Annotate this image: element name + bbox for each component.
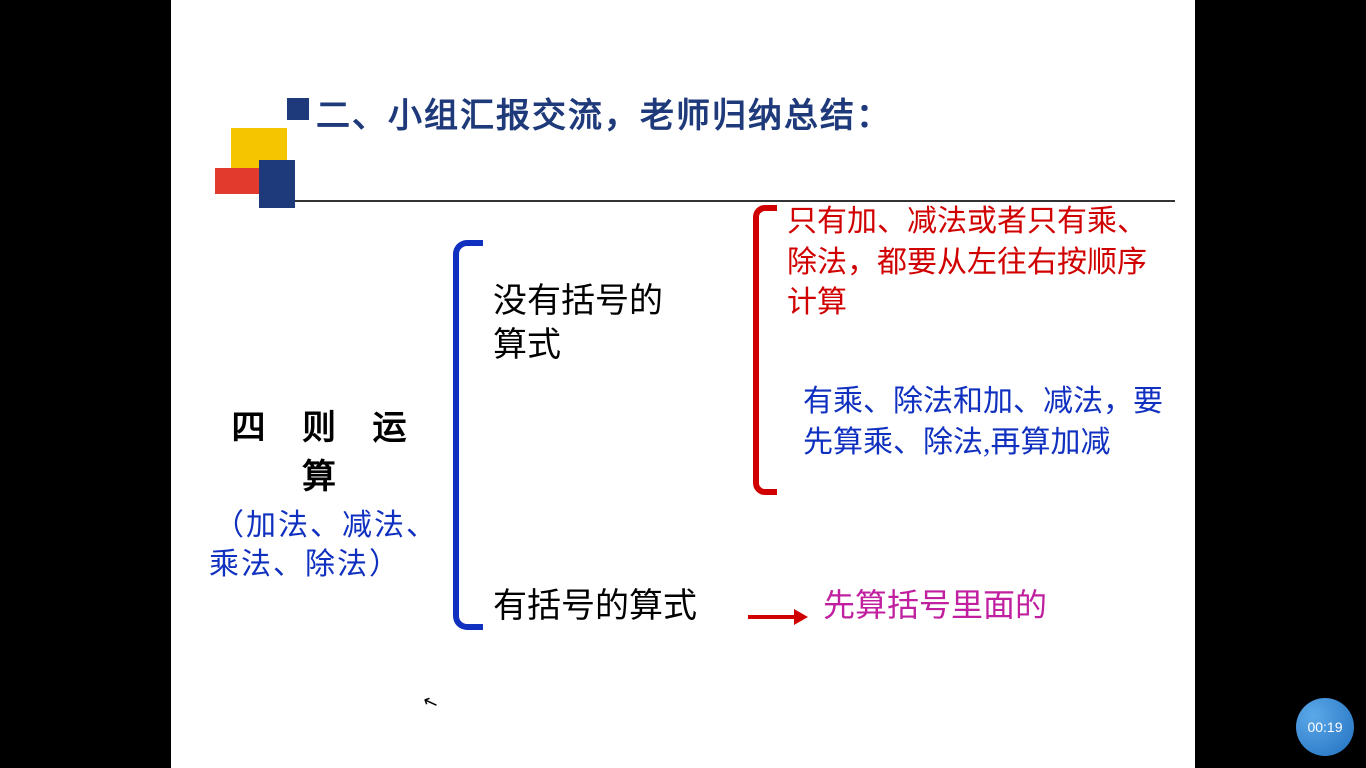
slide-header: 二、小组汇报交流，老师归纳总结： [171, 0, 1195, 210]
root-subtitle-2: 乘法、除法） [209, 545, 449, 584]
next-slide-button[interactable]: ▷ [209, 732, 237, 760]
branch-with-brackets: 有括号的算式 [493, 578, 697, 627]
brace-level2 [753, 205, 777, 495]
slide-title: 二、小组汇报交流，老师归纳总结： [316, 88, 892, 137]
slide-canvas: 二、小组汇报交流，老师归纳总结： 四 则 运 算 （加法、减法、 乘法、除法） … [171, 0, 1195, 768]
presentation-toolbar: ◁ ▷ ✎ ⊞ ⊙ ⋯ [175, 732, 373, 760]
leaf-brackets-first: 先算括号里面的 [823, 580, 1047, 626]
grid-view-button[interactable]: ⊞ [277, 732, 305, 760]
zoom-button[interactable]: ⊙ [311, 732, 339, 760]
more-options-button[interactable]: ⋯ [345, 732, 373, 760]
deco-blue-rect [259, 160, 295, 208]
arrow-icon [748, 598, 808, 632]
leaf-mixed-ops: 有乘、除法和加、减法，要先算乘、除法,再算加减 [803, 382, 1163, 463]
tree-root: 四 则 运 算 （加法、减法、 乘法、除法） [203, 400, 449, 584]
prev-slide-button[interactable]: ◁ [175, 732, 203, 760]
pen-tool-button[interactable]: ✎ [243, 732, 271, 760]
branch-no-brackets: 没有括号的 算式 [493, 280, 663, 368]
node1-line1: 没有括号的 [493, 283, 663, 320]
leaf-only-addsub-muldiv: 只有加、减法或者只有乘、除法，都要从左往右按顺序计算 [787, 202, 1167, 324]
title-bullet-icon [287, 98, 309, 120]
deco-red-rect [215, 168, 259, 194]
root-subtitle-1: （加法、减法、 [203, 506, 449, 545]
root-title: 四 则 运 算 [203, 400, 449, 498]
timer-badge[interactable]: 00:19 [1296, 698, 1354, 756]
node1-line2: 算式 [493, 327, 561, 364]
brace-level1 [453, 240, 483, 630]
cursor-icon: ↖ [420, 690, 441, 715]
slide-content: 四 则 运 算 （加法、减法、 乘法、除法） ↖ 没有括号的 算式 只有加、减法… [203, 210, 1163, 710]
